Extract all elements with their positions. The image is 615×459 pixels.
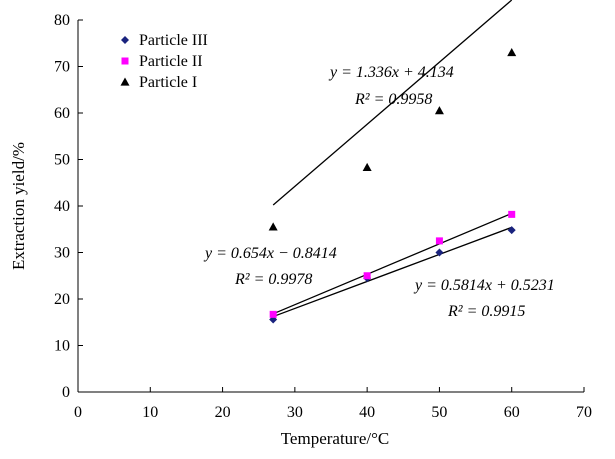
data-point	[507, 48, 517, 57]
data-point	[363, 272, 371, 280]
data-point	[508, 210, 516, 218]
fit-lines	[272, 0, 513, 318]
y-tick-label: 40	[54, 198, 70, 215]
y-tick-label: 30	[54, 245, 70, 262]
data-point	[507, 226, 516, 235]
y-tick-label: 20	[54, 291, 70, 308]
x-tick-label: 30	[287, 404, 303, 421]
equation-annotations: y = 1.336x + 4.134 R² = 0.9958 y = 0.654x …	[203, 64, 555, 320]
x-tick-label: 60	[504, 404, 520, 421]
legend-marker	[121, 57, 129, 65]
x-axis-title: Temperature/°C	[281, 429, 390, 448]
legend-label: Particle III	[139, 32, 208, 49]
fit-line	[272, 226, 512, 318]
axes: 0 10 20 30 40 50 60 70 0 10 20 30 40 50 60 70 80	[54, 12, 592, 421]
fit-line	[272, 0, 513, 206]
y-axis-title: Extraction yield/%	[9, 142, 28, 270]
x-tick-label: 20	[215, 404, 231, 421]
data-point	[268, 222, 278, 231]
data-point	[362, 162, 372, 172]
legend-marker	[120, 77, 130, 86]
y-tick-label: 70	[54, 59, 70, 76]
r-squared-label: R² = 0.9978	[234, 271, 312, 288]
y-tick-label: 0	[62, 384, 70, 401]
y-tick-label: 80	[54, 12, 70, 29]
x-tick-label: 0	[74, 404, 82, 421]
regression-equation: y = 0.5814x + 0.5231	[413, 277, 555, 294]
y-tick-label: 50	[54, 152, 70, 169]
legend: Particle III Particle II Particle I	[120, 32, 208, 91]
data-points	[268, 48, 517, 324]
data-point	[435, 248, 444, 257]
data-point	[435, 237, 443, 245]
legend-marker	[121, 36, 129, 44]
y-tick-label: 10	[54, 338, 70, 355]
r-squared-label: R² = 0.9958	[354, 91, 432, 108]
x-tick-label: 10	[142, 404, 158, 421]
legend-label: Particle II	[139, 53, 203, 70]
fit-line	[272, 212, 512, 315]
y-tick-label: 60	[54, 105, 70, 122]
x-tick-label: 50	[431, 404, 447, 421]
legend-label: Particle I	[139, 74, 197, 91]
regression-equation: y = 0.654x − 0.8414	[203, 245, 337, 262]
r-squared-label: R² = 0.9915	[447, 303, 525, 320]
data-point	[434, 106, 444, 115]
data-point	[269, 310, 277, 318]
regression-equation: y = 1.336x + 4.134	[328, 64, 454, 81]
x-tick-label: 70	[576, 404, 592, 421]
x-tick-label: 40	[359, 404, 375, 421]
